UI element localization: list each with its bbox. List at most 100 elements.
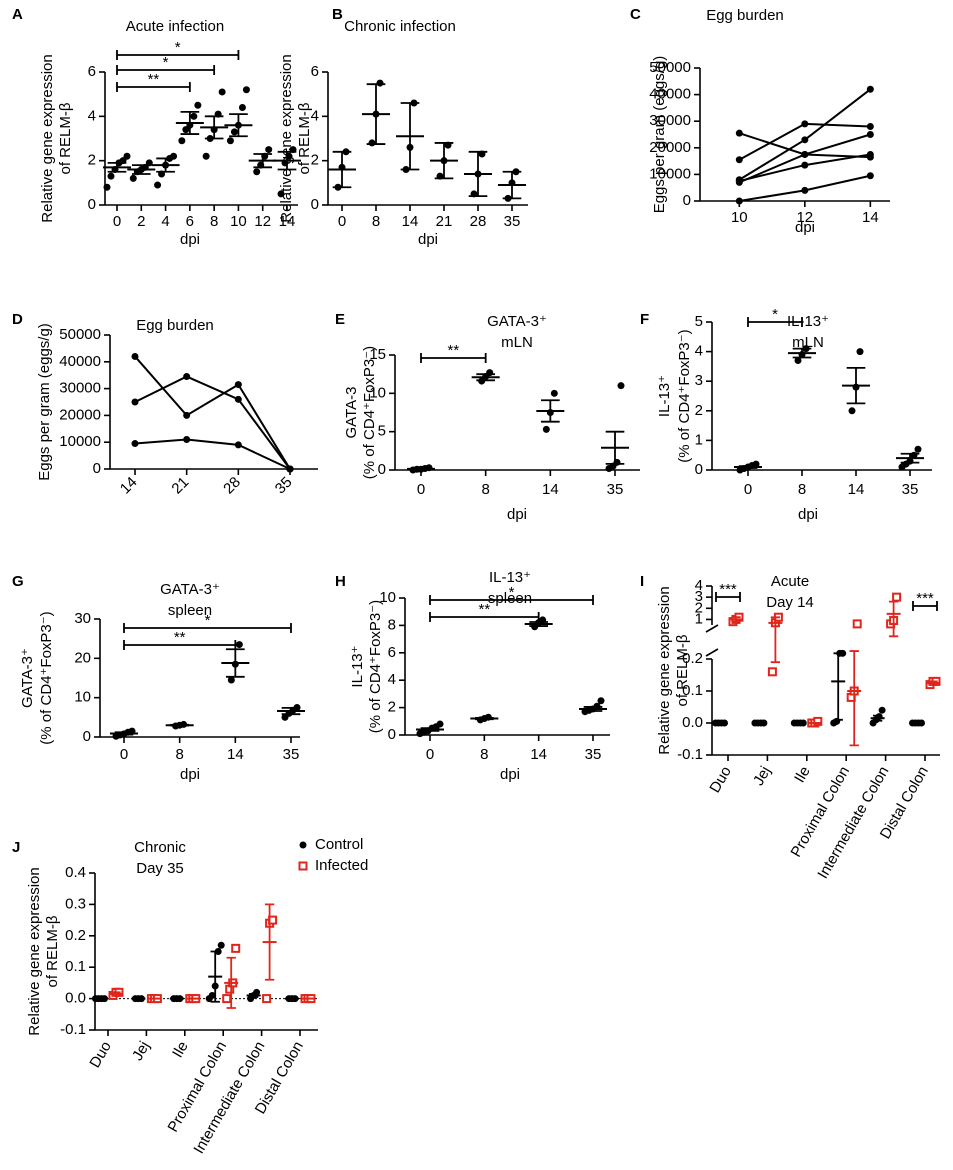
y-axis-label: Relative gene expression	[656, 586, 673, 754]
panel-title: GATA-3⁺	[160, 581, 220, 598]
y-tick-label: 0	[695, 461, 703, 478]
data-point	[242, 86, 250, 94]
panel-title: Chronic infection	[344, 18, 456, 35]
data-point	[597, 697, 605, 705]
data-point	[226, 137, 234, 145]
series-line	[134, 438, 291, 470]
significance-bracket	[912, 601, 938, 611]
y-tick-label: 10	[379, 589, 396, 606]
y-tick-label: 4	[388, 671, 396, 688]
data-point	[848, 407, 856, 415]
data-point	[866, 131, 874, 138]
data-point	[436, 720, 444, 728]
x-tick-label: 8	[798, 481, 806, 498]
y-tick-label: 0	[683, 192, 691, 209]
data-point	[218, 88, 226, 96]
y-tick-label: 30000	[59, 380, 101, 397]
data-point	[235, 641, 243, 649]
y-axis-label: of RELM-β	[296, 102, 313, 174]
x-axis-label: dpi	[418, 231, 438, 248]
x-tick-label: 14	[862, 209, 879, 226]
y-axis-label: Relative gene expression	[39, 54, 56, 222]
data-point	[735, 197, 743, 205]
data-point	[368, 139, 376, 147]
data-point	[230, 128, 238, 136]
data-point	[178, 137, 186, 145]
series-line	[134, 375, 291, 470]
data-point	[866, 150, 874, 158]
y-tick-label: 1	[695, 610, 703, 627]
y-tick-label: 10000	[59, 433, 101, 450]
y-tick-label: 0.1	[682, 682, 703, 699]
x-tick-label: 35	[283, 746, 300, 763]
data-point	[238, 103, 246, 111]
y-tick-label: 4	[88, 107, 96, 124]
legend-label: Infected	[315, 857, 368, 874]
data-point	[131, 440, 139, 448]
y-tick-label: 3	[695, 372, 703, 389]
data-point	[617, 382, 625, 390]
significance-bracket	[747, 317, 803, 327]
data-point	[131, 398, 139, 406]
y-tick-label: 0.0	[65, 990, 86, 1007]
panel-title: Chronic	[134, 839, 186, 856]
y-axis-label: Relative gene expression	[278, 54, 295, 222]
x-tick-label: 35	[504, 213, 521, 230]
x-tick-label: 28	[220, 474, 244, 498]
data-point	[550, 389, 558, 397]
data-point	[182, 126, 190, 134]
x-tick-label: 0	[113, 213, 121, 230]
x-tick-label: 35	[607, 481, 624, 498]
series-line	[134, 355, 291, 470]
y-tick-label: 2	[388, 699, 396, 716]
data-point	[222, 994, 232, 1004]
x-tick-label: Jej	[750, 763, 774, 788]
y-tick-label: 30	[74, 610, 91, 627]
data-point	[813, 716, 823, 726]
x-tick-label: Jej	[129, 1038, 153, 1063]
significance-label: **	[447, 342, 459, 359]
x-tick-label: 14	[227, 746, 244, 763]
significance-label: ***	[719, 581, 737, 598]
panel-letter: C	[630, 6, 641, 23]
panel-title: spleen	[168, 602, 212, 619]
x-tick-label: 8	[210, 213, 218, 230]
significance-bracket	[420, 353, 487, 363]
data-point	[253, 168, 261, 176]
y-axis-label: of RELM-β	[44, 915, 61, 987]
y-tick-label: 8	[388, 616, 396, 633]
significance-label: *	[163, 54, 169, 71]
panel-letter: F	[640, 311, 649, 328]
data-point	[183, 436, 191, 444]
y-tick-label: 10	[369, 384, 386, 401]
data-point	[154, 181, 162, 189]
x-tick-label: 21	[168, 474, 192, 498]
x-tick-label: 14	[279, 213, 296, 230]
x-axis-label: dpi	[795, 219, 815, 236]
y-tick-label: 4	[311, 107, 319, 124]
y-axis-label: GATA-3	[343, 387, 360, 439]
data-point	[123, 152, 131, 160]
data-point	[376, 79, 384, 87]
panel-letter: A	[12, 6, 23, 23]
panel-letter: G	[12, 573, 24, 590]
data-point	[801, 161, 809, 169]
panel-title: Day 14	[766, 594, 814, 611]
y-axis-label: IL-13⁺	[656, 375, 673, 417]
y-tick-label: -0.1	[60, 1021, 86, 1038]
panel-title: IL-13⁺	[787, 313, 829, 330]
panel-title: Egg burden	[706, 7, 784, 24]
significance-bracket	[116, 65, 216, 75]
x-tick-label: 12	[796, 209, 813, 226]
y-tick-label: 0	[93, 460, 101, 477]
y-axis-label: Eggs per gram (eggs/g)	[651, 56, 668, 214]
panel-letter: B	[332, 6, 343, 23]
data-point	[801, 186, 809, 194]
y-tick-label: 6	[388, 644, 396, 661]
panel-letter: I	[640, 573, 644, 590]
y-tick-label: 20000	[59, 406, 101, 423]
y-tick-label: -0.1	[677, 746, 703, 763]
y-tick-label: 20000	[649, 139, 691, 156]
data-point	[856, 348, 864, 356]
data-point	[190, 112, 198, 120]
